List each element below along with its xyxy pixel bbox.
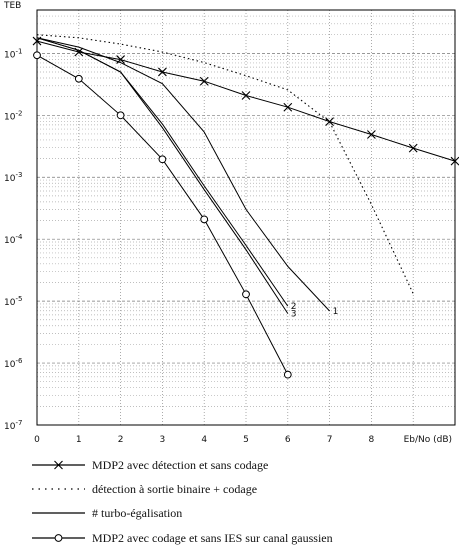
x-tick-label: 5 <box>243 435 249 445</box>
x-tick-label: 1 <box>76 435 82 445</box>
data-point-circle <box>116 111 125 120</box>
y-tick-label: 10-6 <box>4 357 23 370</box>
y-tick-label: 10-1 <box>4 47 22 60</box>
curve-label: 1 <box>333 307 339 317</box>
x-tick-label: 4 <box>201 435 207 445</box>
x-tick-label: 8 <box>369 435 375 445</box>
legend-label: # turbo-égalisation <box>92 506 182 520</box>
data-point-x <box>450 156 459 166</box>
data-point-x <box>283 102 293 112</box>
curve-label: 3 <box>291 310 297 320</box>
data-point-x <box>241 91 251 100</box>
y-tick-label: 10-5 <box>4 295 22 308</box>
x-tick-label: 7 <box>327 435 333 445</box>
plot-frame <box>36 9 456 426</box>
y-tick-label: 10-2 <box>4 109 22 122</box>
y-tick-label: 10-3 <box>4 171 22 184</box>
legend-label: MDP2 avec détection et sans codage <box>92 458 268 472</box>
series-line <box>36 37 289 314</box>
x-tick-label: 2 <box>118 435 124 445</box>
x-tick-label: 0 <box>34 435 40 445</box>
series-line <box>36 40 456 162</box>
series-line <box>36 37 330 312</box>
data-point-circle <box>200 215 209 224</box>
data-point-x <box>158 67 167 77</box>
data-point-x <box>116 55 125 64</box>
data-point-x <box>408 143 418 153</box>
x-tick-label: 3 <box>160 435 166 445</box>
curve-label: 2 <box>291 302 297 312</box>
tick-labels: 0 1 2 3 4 5 6 7 810-110-210-310-410-510-610-7 <box>4 47 375 445</box>
data-point-circle <box>33 51 41 60</box>
data-point-x <box>54 460 63 470</box>
data-point-circle <box>74 74 83 83</box>
data-point-x <box>325 117 334 127</box>
legend-label: MDP2 avec codage et sans IES sur canal g… <box>92 531 333 545</box>
data-point-circle <box>283 370 292 379</box>
x-axis-label: Eb/No (dB) <box>404 435 452 445</box>
series-line <box>36 34 414 294</box>
y-axis-label: TEB <box>3 1 21 11</box>
data-point-x <box>367 130 376 139</box>
grid <box>37 9 455 426</box>
data-point-circle <box>242 290 250 299</box>
data-point-circle <box>158 155 167 164</box>
legend: MDP2 avec détection et sans codage détect… <box>32 458 333 545</box>
data-point-x <box>199 76 209 86</box>
y-tick-label: 10-4 <box>4 233 23 246</box>
y-tick-label: 10-7 <box>4 419 22 432</box>
series-group: 1 23 <box>32 34 459 379</box>
x-tick-label: 6 <box>285 435 291 445</box>
legend-label: détection à sortie binaire + codage <box>92 482 257 496</box>
data-point-circle <box>54 534 63 542</box>
